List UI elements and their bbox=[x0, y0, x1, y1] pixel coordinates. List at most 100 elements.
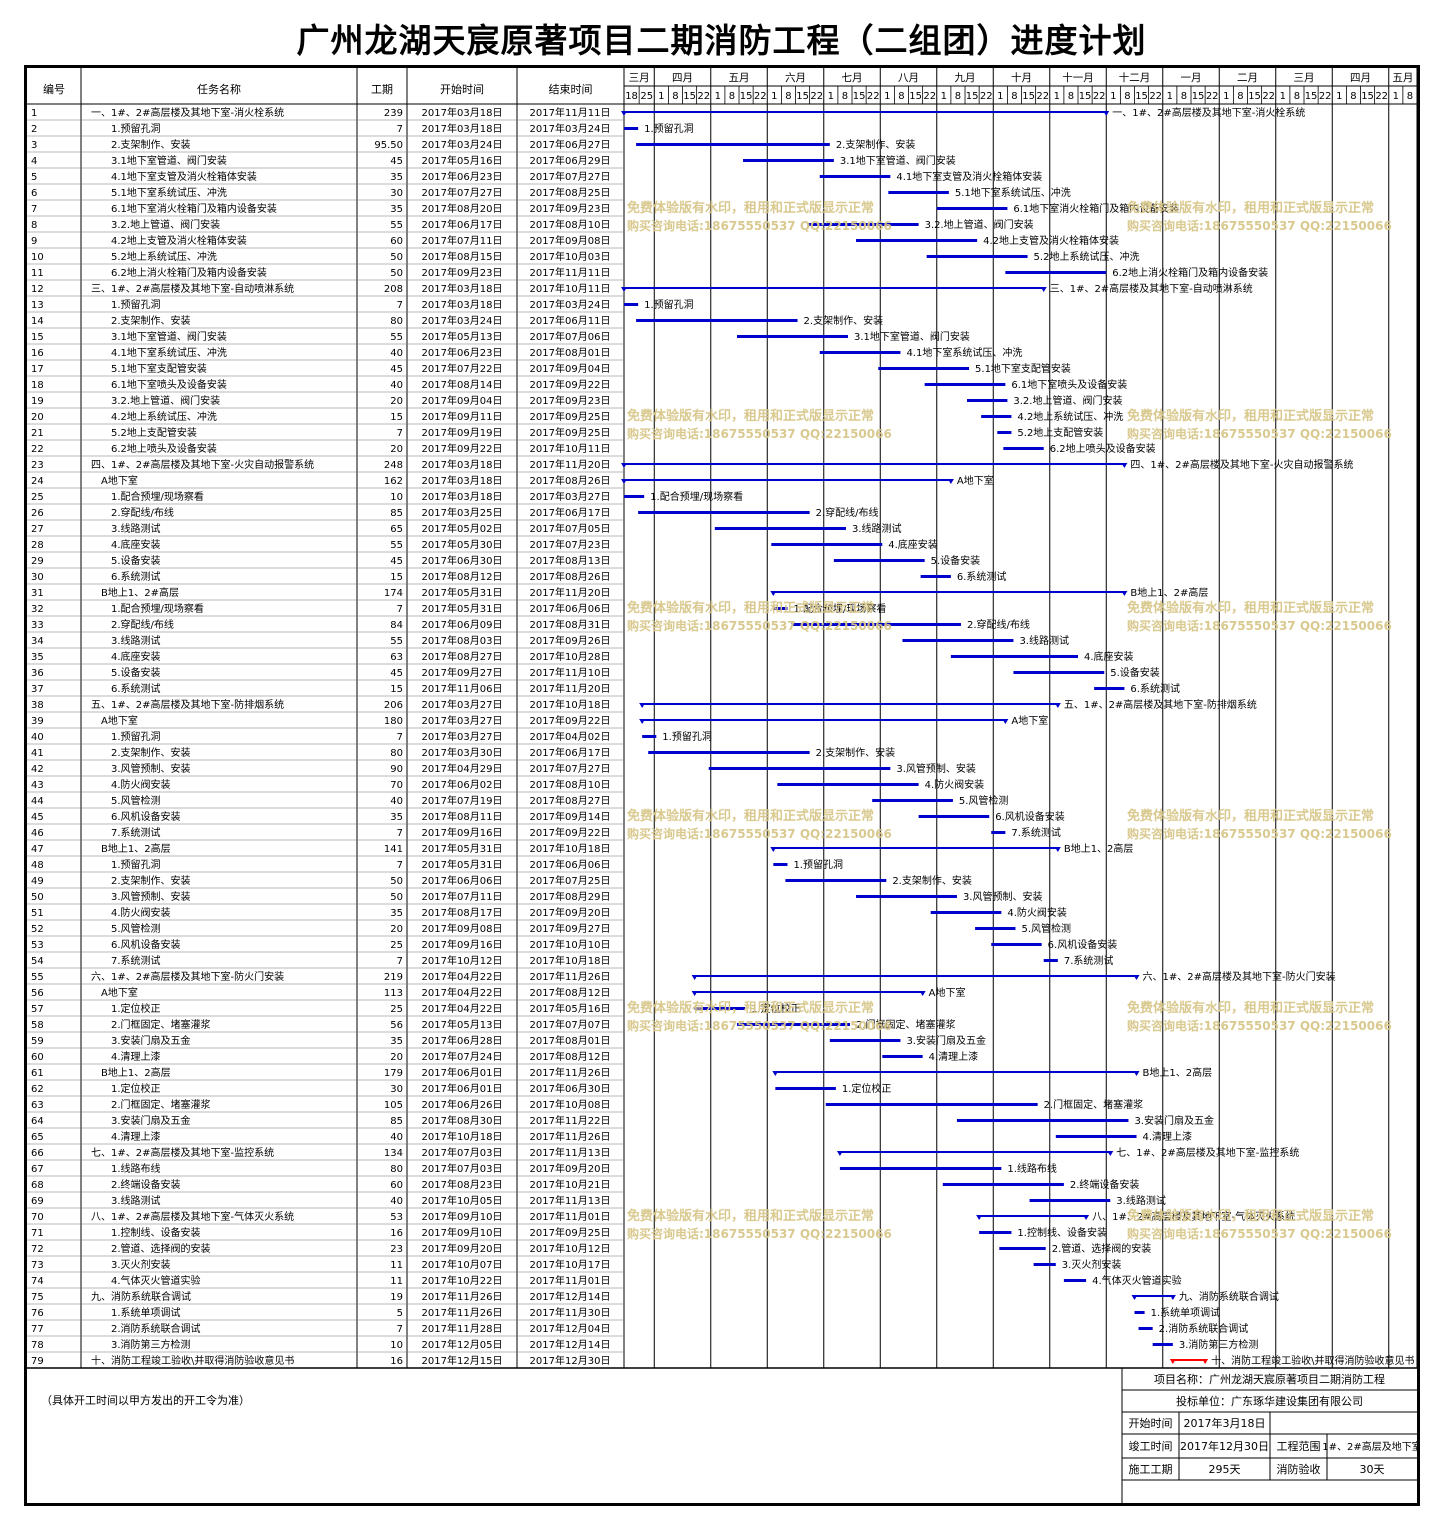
row-id: 67 bbox=[31, 1164, 44, 1175]
row-duration: 40 bbox=[390, 796, 403, 807]
row-task-name: B地上1、2高层 bbox=[101, 1066, 171, 1079]
row-duration: 80 bbox=[390, 316, 403, 327]
task-bar bbox=[872, 799, 953, 802]
row-task-name: 4.1地下室系统试压、冲洗 bbox=[111, 346, 227, 359]
row-start: 2017年06月01日 bbox=[422, 1066, 503, 1079]
task-bar bbox=[888, 191, 949, 194]
bar-label: 3.风管预制、安装 bbox=[963, 890, 1043, 903]
row-start: 2017年08月03日 bbox=[422, 634, 503, 647]
row-end: 2017年09月27日 bbox=[530, 922, 611, 935]
day-tick-label: 22 bbox=[1093, 91, 1106, 102]
row-task-name: 3.线路测试 bbox=[111, 522, 161, 535]
bar-label: 一、1#、2#高层楼及其地下室-消火栓系统 bbox=[1112, 106, 1305, 119]
bar-label: 7.系统测试 bbox=[1011, 826, 1061, 839]
row-duration: 80 bbox=[390, 748, 403, 759]
month-label: 四月 bbox=[1350, 72, 1371, 84]
row-task-name: 2.支架制作、安装 bbox=[111, 314, 191, 327]
row-end: 2017年08月01日 bbox=[530, 346, 611, 359]
schedule-frame: 编号 任务名称 工期 开始时间 结束时间 1 一、1#、2#高层楼及其地下室-消火栓系统 23… bbox=[24, 65, 1422, 1506]
summary-end-marker bbox=[1107, 1151, 1114, 1156]
row-duration: 85 bbox=[390, 1116, 403, 1127]
row-task-name: B地上1、2高层 bbox=[101, 842, 171, 855]
row-end: 2017年08月27日 bbox=[530, 794, 611, 807]
row-id: 40 bbox=[31, 732, 44, 743]
row-start: 2017年09月16日 bbox=[422, 938, 503, 951]
row-end: 2017年09月14日 bbox=[530, 810, 611, 823]
project-info-table: 项目名称：广州龙湖天宸原著项目二期消防工程投标单位：广东琢华建设集团有限公司开始… bbox=[1121, 1368, 1422, 1503]
row-id: 12 bbox=[31, 284, 44, 295]
bar-label: 1.预留孔洞 bbox=[644, 298, 694, 311]
summary-start-marker bbox=[836, 1151, 843, 1156]
row-end: 2017年11月10日 bbox=[530, 666, 611, 679]
bar-label: 四、1#、2#高层楼及其地下室-火灾自动报警系统 bbox=[1130, 458, 1353, 471]
row-end: 2017年12月14日 bbox=[530, 1290, 611, 1303]
row-end: 2017年10月21日 bbox=[530, 1178, 611, 1191]
row-task-name: 5.风管检测 bbox=[111, 794, 161, 807]
row-start: 2017年03月18日 bbox=[422, 298, 503, 311]
row-end: 2017年12月14日 bbox=[530, 1338, 611, 1351]
row-task-name: 7.系统测试 bbox=[111, 826, 161, 839]
month-label: 七月 bbox=[842, 72, 863, 84]
row-duration: 35 bbox=[390, 204, 403, 215]
summary-bar bbox=[839, 1151, 1111, 1153]
day-tick-label: 1 bbox=[658, 91, 664, 102]
row-start: 2017年03月30日 bbox=[422, 746, 503, 759]
row-id: 36 bbox=[31, 668, 44, 679]
row-start: 2017年11月26日 bbox=[422, 1306, 503, 1319]
row-task-name: 1.定位校正 bbox=[111, 1002, 161, 1015]
task-bar bbox=[839, 1167, 1002, 1170]
task-bar bbox=[736, 1023, 850, 1026]
row-end: 2017年08月29日 bbox=[530, 890, 611, 903]
day-tick-label: 1 bbox=[771, 91, 777, 102]
row-end: 2017年11月01日 bbox=[530, 1210, 611, 1223]
row-duration: 105 bbox=[384, 1100, 403, 1111]
day-tick-label: 8 bbox=[672, 91, 678, 102]
row-task-name: 3.线路测试 bbox=[111, 634, 161, 647]
row-id: 21 bbox=[31, 428, 44, 439]
task-bar bbox=[833, 559, 925, 562]
bar-label: 1.配合预埋/现场察看 bbox=[650, 490, 743, 503]
info-period-value: 295天 bbox=[1209, 1463, 1241, 1476]
summary-start-marker bbox=[691, 975, 698, 980]
row-id: 56 bbox=[31, 988, 44, 999]
task-bar bbox=[999, 1247, 1046, 1250]
row-end: 2017年08月25日 bbox=[530, 186, 611, 199]
row-id: 26 bbox=[31, 508, 44, 519]
row-start: 2017年05月31日 bbox=[422, 858, 503, 871]
task-bar bbox=[708, 767, 891, 770]
row-start: 2017年05月31日 bbox=[422, 586, 503, 599]
bar-label: 5.1地下室支配管安装 bbox=[975, 362, 1071, 375]
row-duration: 5 bbox=[397, 1308, 403, 1319]
row-duration: 7 bbox=[397, 428, 403, 439]
month-label: 八月 bbox=[898, 72, 919, 84]
day-tick-label: 15 bbox=[1361, 91, 1374, 102]
row-start: 2017年07月19日 bbox=[422, 794, 503, 807]
row-start: 2017年09月19日 bbox=[422, 426, 503, 439]
bar-label: 1.线路布线 bbox=[1007, 1162, 1057, 1175]
row-start: 2017年12月05日 bbox=[422, 1338, 503, 1351]
row-end: 2017年07月27日 bbox=[530, 762, 611, 775]
row-task-name: 2.管道、选择阀的安装 bbox=[111, 1242, 211, 1255]
row-duration: 95.50 bbox=[374, 140, 403, 151]
task-bar bbox=[902, 639, 1014, 642]
day-tick-label: 8 bbox=[1407, 91, 1413, 102]
row-start: 2017年03月27日 bbox=[422, 730, 503, 743]
row-start: 2017年10月07日 bbox=[422, 1258, 503, 1271]
row-start: 2017年08月11日 bbox=[422, 810, 503, 823]
row-task-name: 3.风管预制、安装 bbox=[111, 762, 191, 775]
row-id: 59 bbox=[31, 1036, 44, 1047]
summary-start-marker bbox=[1131, 1295, 1138, 1300]
grid-layer bbox=[27, 68, 1417, 1369]
row-id: 77 bbox=[31, 1324, 44, 1335]
bar-label: 六、1#、2#高层楼及其地下室-防火门安装 bbox=[1143, 970, 1336, 983]
task-bar bbox=[975, 927, 1016, 930]
row-end: 2017年10月28日 bbox=[530, 650, 611, 663]
task-bar bbox=[694, 1007, 746, 1010]
row-duration: 53 bbox=[390, 1212, 403, 1223]
bar-label: 五、1#、2#高层楼及其地下室-防排烟系统 bbox=[1064, 698, 1257, 711]
row-end: 2017年09月23日 bbox=[530, 202, 611, 215]
row-duration: 45 bbox=[390, 556, 403, 567]
watermark-line1: 免费体验版有水印，租用和正式版显示正常 bbox=[627, 1208, 874, 1224]
task-bar bbox=[1138, 1327, 1153, 1330]
row-duration: 65 bbox=[390, 524, 403, 535]
